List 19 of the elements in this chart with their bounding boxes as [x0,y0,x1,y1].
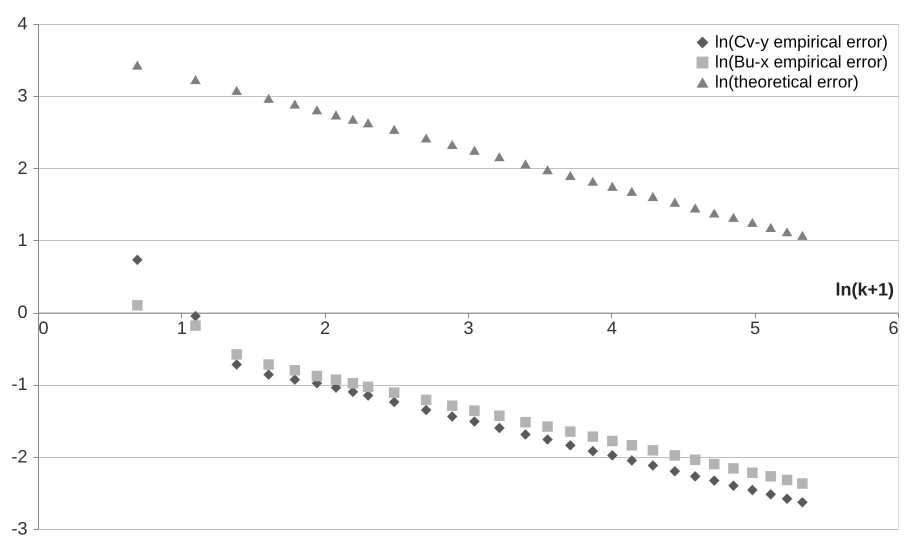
x-tick-label: 4 [606,318,617,338]
y-tick-label: -2 [11,446,28,466]
x-axis-title: ln(k+1) [835,280,894,300]
x-tick-label: 1 [176,318,187,338]
y-tick-label: 1 [17,230,28,250]
y-tick-label: 2 [17,158,28,178]
y-tick-label: 4 [17,14,28,34]
y-tick-label: 0 [17,302,28,322]
x-tick-label: 2 [320,318,330,338]
y-tick-label: -3 [11,518,28,538]
x-tick-label: 5 [750,318,760,338]
x-tick-label: 0 [38,318,49,338]
legend-label: ln(theoretical error) [715,72,859,92]
x-tick-label: 3 [463,318,474,338]
y-tick-label: 3 [17,86,28,106]
legend-label: ln(Cv-y empirical error) [715,32,888,52]
legend-label: ln(Bu-x empirical error) [715,52,888,72]
x-tick-label: 6 [888,318,898,338]
y-tick-label: -1 [11,374,28,394]
